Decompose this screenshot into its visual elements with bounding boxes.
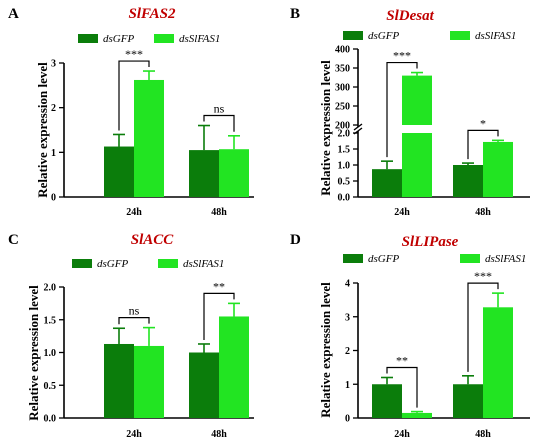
y-tick-label: 2.0 — [338, 129, 351, 140]
significance-bracket — [386, 366, 418, 408]
bar-dsGFP-24h — [372, 169, 402, 197]
legend-swatch-dsSlFAS1 — [450, 31, 470, 40]
y-tick-label: 1.0 — [44, 348, 57, 359]
x-tick-label: 24h — [394, 429, 410, 440]
legend-label-dsSlFAS1: dsSlFAS1 — [179, 33, 220, 45]
significance-bracket — [467, 129, 499, 160]
significance-label: ns — [129, 304, 140, 318]
significance-label: * — [480, 116, 486, 130]
legend-label-dsSlFAS1: dsSlFAS1 — [485, 253, 526, 265]
panel-letter: A — [8, 6, 19, 22]
y-axis-label: Relative expression level — [26, 285, 41, 421]
chart-title: SlDesat — [386, 8, 434, 24]
bar-dsSlFAS1-24h — [402, 75, 432, 197]
y-tick-label: 300 — [335, 83, 350, 94]
y-tick-label: 2 — [51, 103, 56, 114]
legend-swatch-dsSlFAS1 — [158, 259, 178, 268]
y-tick-label: 2 — [345, 346, 350, 357]
y-tick-label: 0.0 — [338, 193, 351, 204]
bar-dsSlFAS1-48h — [483, 307, 513, 418]
y-tick-label: 0.5 — [338, 177, 351, 188]
chart-title: SlFAS2 — [129, 6, 176, 22]
significance-label: ns — [214, 102, 225, 116]
x-tick-label: 48h — [211, 207, 227, 218]
y-tick-label: 0 — [345, 414, 350, 425]
legend-label-dsGFP: dsGFP — [97, 258, 128, 270]
y-tick-label: 1 — [345, 380, 350, 391]
y-tick-label: 200 — [335, 121, 350, 132]
panel-letter: B — [290, 6, 300, 22]
bar-dsGFP-48h — [453, 384, 483, 418]
legend-swatch-dsGFP — [78, 34, 98, 43]
y-tick-label: 0.0 — [44, 414, 57, 425]
x-tick-label: 48h — [475, 429, 491, 440]
y-tick-label: 250 — [335, 102, 350, 113]
bar-dsSlFAS1-24h — [402, 412, 432, 418]
bar-dsSlFAS1-24h — [134, 79, 164, 197]
legend-label-dsGFP: dsGFP — [368, 30, 399, 42]
bar-dsGFP-24h — [372, 384, 402, 418]
legend-swatch-dsGFP — [343, 254, 363, 263]
y-tick-label: 1.0 — [338, 161, 351, 172]
bar-dsSlFAS1-48h — [483, 141, 513, 197]
legend-label-dsSlFAS1: dsSlFAS1 — [475, 30, 516, 42]
y-axis-label: Relative expression level — [318, 282, 333, 418]
panel-letter: C — [8, 232, 19, 248]
x-tick-label: 48h — [211, 429, 227, 440]
bar-dsGFP-48h — [453, 165, 483, 197]
significance-label: ** — [213, 279, 225, 293]
bar-dsSlFAS1-48h — [219, 316, 249, 418]
panel-a: A SlFAS2 dsGFP dsSlFAS1 Relative expression … — [8, 6, 254, 218]
y-tick-label: 1.5 — [338, 145, 351, 156]
x-tick-label: 24h — [394, 207, 410, 218]
y-tick-label: 0.5 — [44, 381, 57, 392]
panel-b: B SlDesat dsGFP dsSlFAS1 Relative expression… — [290, 6, 530, 218]
y-tick-label: 350 — [335, 64, 350, 75]
legend-label-dsGFP: dsGFP — [368, 253, 399, 265]
significance-bracket — [203, 114, 235, 132]
panel-letter: D — [290, 232, 301, 248]
y-axis-label: Relative expression level — [35, 62, 50, 198]
y-tick-label: 3 — [345, 312, 350, 323]
bar-dsGFP-48h — [189, 352, 219, 418]
legend-swatch-dsSlFAS1 — [460, 254, 480, 263]
y-tick-label: 0 — [51, 193, 56, 204]
significance-bracket — [203, 292, 235, 340]
x-tick-label: 24h — [126, 429, 142, 440]
chart-title: SlLIPase — [402, 234, 459, 250]
significance-bracket — [467, 282, 499, 372]
x-tick-label: 48h — [475, 207, 491, 218]
significance-bracket — [386, 61, 418, 158]
bar-break-gap — [401, 125, 433, 133]
y-tick-label: 1.5 — [44, 315, 57, 326]
legend-label-dsSlFAS1: dsSlFAS1 — [183, 258, 224, 270]
y-tick-label: 3 — [51, 59, 56, 70]
y-tick-label: 1 — [51, 148, 56, 159]
significance-bracket — [118, 317, 150, 325]
bar-dsGFP-24h — [104, 343, 134, 418]
legend-label-dsGFP: dsGFP — [103, 33, 134, 45]
legend-swatch-dsGFP — [72, 259, 92, 268]
legend-swatch-dsSlFAS1 — [154, 34, 174, 43]
axis-break-mark — [353, 123, 363, 131]
significance-label: ** — [396, 354, 408, 368]
bar-dsGFP-24h — [104, 146, 134, 197]
bar-dsSlFAS1-24h — [134, 345, 164, 418]
y-tick-label: 4 — [345, 279, 350, 290]
bar-dsGFP-48h — [189, 150, 219, 197]
legend-swatch-dsGFP — [343, 31, 363, 40]
significance-label: *** — [393, 49, 411, 63]
x-tick-label: 24h — [126, 207, 142, 218]
y-tick-label: 2.0 — [44, 283, 57, 294]
significance-bracket — [118, 60, 150, 131]
significance-label: *** — [474, 269, 492, 283]
significance-label: *** — [125, 47, 143, 61]
bar-dsSlFAS1-48h — [219, 149, 249, 197]
chart-title: SlACC — [131, 232, 175, 248]
y-tick-label: 400 — [335, 45, 350, 56]
y-axis-label: Relative expression level — [318, 60, 333, 196]
